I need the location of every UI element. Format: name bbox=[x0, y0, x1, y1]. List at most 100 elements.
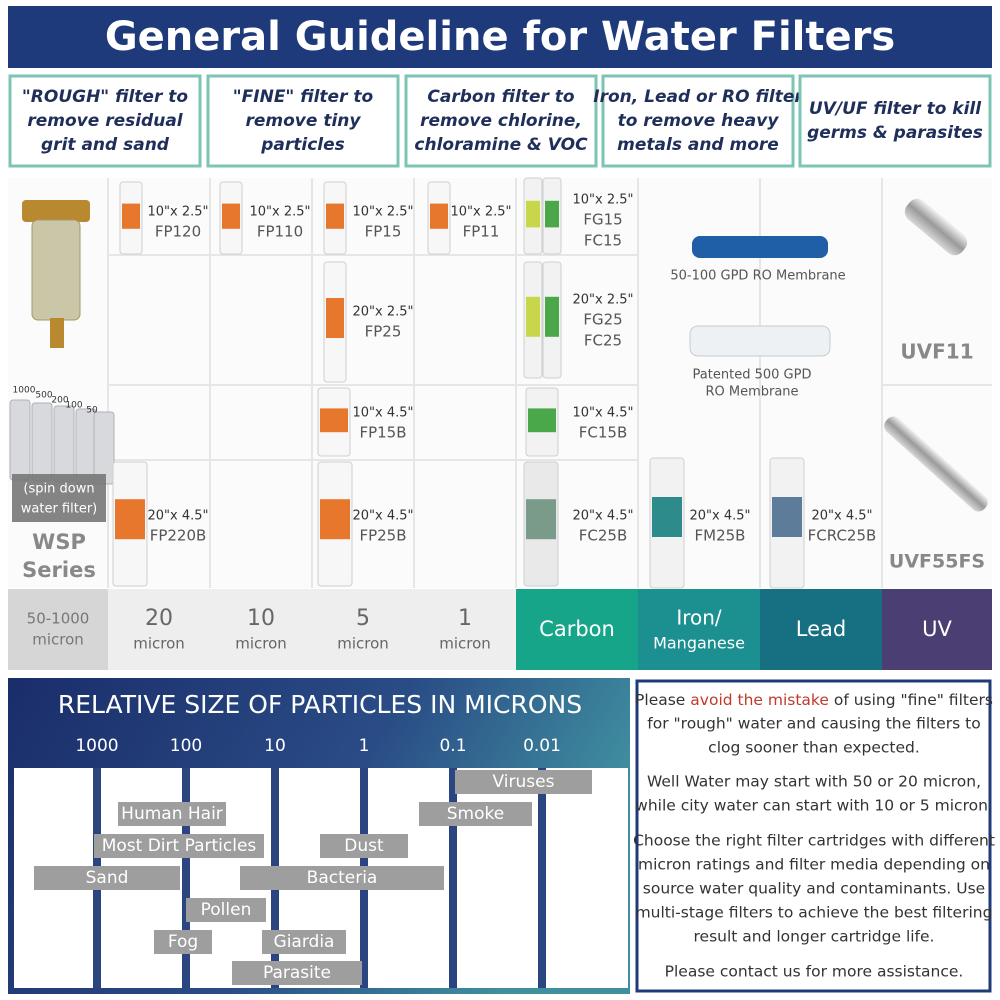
filter-model: FP11 bbox=[463, 223, 500, 241]
particle-name: Giardia bbox=[274, 932, 335, 952]
filter-size: 10"x 4.5" bbox=[352, 406, 413, 421]
category-text: "FINE" filter to bbox=[233, 87, 374, 107]
particle-range bbox=[186, 898, 266, 922]
scale-label: 1000 bbox=[75, 736, 118, 756]
cartridge-label bbox=[122, 203, 140, 229]
cartridge-label bbox=[320, 408, 348, 433]
screen-filter bbox=[9, 399, 31, 481]
category-text: germs & parasites bbox=[807, 123, 983, 143]
particle-range bbox=[455, 770, 592, 794]
filter-model: FC15B bbox=[579, 424, 627, 442]
filter-model: FC15 bbox=[584, 232, 622, 250]
category-text: Iron, Lead or RO filter bbox=[593, 87, 804, 107]
cartridge-label bbox=[326, 298, 344, 338]
filter-model: FG15 bbox=[583, 211, 622, 229]
filter-model: FP120 bbox=[155, 223, 201, 241]
filter-size: 10"x 2.5" bbox=[147, 205, 208, 220]
membrane-text: 50-100 GPD RO Membrane bbox=[670, 269, 845, 284]
category-text: remove chlorine, bbox=[420, 111, 582, 131]
note-line: clog sooner than expected. bbox=[708, 739, 920, 757]
category-text: "ROUGH" filter to bbox=[22, 87, 188, 107]
filter-size: 10"x 2.5" bbox=[572, 193, 633, 208]
filter-model: FP15 bbox=[365, 223, 402, 241]
cartridge-label bbox=[326, 203, 344, 229]
filter-model: FC25B bbox=[579, 527, 627, 545]
particle-name: Pollen bbox=[201, 900, 252, 920]
rating-label: Carbon bbox=[539, 617, 615, 641]
membrane-text: Patented 500 GPD bbox=[693, 368, 812, 383]
cartridge-label bbox=[320, 499, 350, 540]
note-line: Choose the right filter cartridges with … bbox=[633, 832, 995, 850]
category-text: remove tiny bbox=[246, 111, 362, 131]
category-box bbox=[404, 74, 598, 168]
rating-cell bbox=[414, 589, 516, 670]
ro-membrane bbox=[692, 236, 828, 258]
cartridge-label bbox=[115, 499, 145, 540]
particle-name: Smoke bbox=[447, 804, 504, 824]
screen-size: 100 bbox=[65, 401, 82, 411]
screen-filter bbox=[75, 408, 97, 485]
filter-model: FCRC25B bbox=[808, 527, 877, 545]
wsp-name: WSP bbox=[32, 530, 86, 554]
filter-model: FC25 bbox=[584, 332, 622, 350]
filter-model: FG25 bbox=[583, 311, 622, 329]
membrane-text: RO Membrane bbox=[705, 385, 798, 400]
rating-unit: micron bbox=[235, 635, 287, 653]
uv-sterilizer bbox=[904, 198, 968, 256]
cartridge-label bbox=[430, 203, 448, 229]
rating-label: UV bbox=[922, 617, 952, 641]
wsp-note: (spin down bbox=[23, 482, 94, 497]
note-line: result and longer cartridge life. bbox=[694, 928, 935, 946]
filter-size: 10"x 2.5" bbox=[249, 205, 310, 220]
screen-size: 1000 bbox=[13, 386, 36, 396]
note-segment: of using "fine" filters bbox=[829, 691, 993, 709]
particle-range bbox=[94, 834, 264, 858]
particle-name: Viruses bbox=[493, 772, 555, 792]
filter-size: 20"x 4.5" bbox=[689, 509, 750, 524]
rating-cell bbox=[760, 589, 882, 670]
rating-cell bbox=[210, 589, 312, 670]
category-text: grit and sand bbox=[41, 135, 170, 155]
title: General Guideline for Water Filters bbox=[105, 14, 895, 60]
scale-divider bbox=[538, 768, 546, 988]
category-text: Carbon filter to bbox=[427, 87, 574, 107]
wsp-name: Series bbox=[22, 558, 96, 582]
uv-model: UVF11 bbox=[900, 340, 973, 364]
screen-filter bbox=[53, 405, 75, 483]
note-line: Please contact us for more assistance. bbox=[665, 963, 964, 981]
rating-value: 50-1000 bbox=[27, 610, 90, 628]
rating-unit: micron bbox=[337, 635, 389, 653]
rating-value: 10 bbox=[247, 606, 275, 631]
rating-label: Lead bbox=[796, 617, 846, 641]
note-box bbox=[12, 474, 106, 522]
title-bar bbox=[8, 6, 992, 68]
cartridge-label bbox=[526, 200, 540, 228]
cartridge-label bbox=[545, 296, 559, 337]
filter-size: 10"x 4.5" bbox=[572, 406, 633, 421]
wsp-note: water filter) bbox=[21, 502, 97, 517]
particle-name: Parasite bbox=[263, 963, 331, 983]
scale-label: 10 bbox=[264, 736, 286, 756]
filter-size: 20"x 4.5" bbox=[572, 509, 633, 524]
filter-size: 10"x 2.5" bbox=[352, 205, 413, 220]
category-box bbox=[206, 74, 400, 168]
cartridge-label bbox=[652, 497, 682, 537]
note-line: source water quality and contaminants. U… bbox=[643, 880, 985, 898]
particle-range bbox=[232, 961, 362, 985]
particle-name: Most Dirt Particles bbox=[102, 836, 257, 856]
filter-size: 20"x 4.5" bbox=[811, 509, 872, 524]
category-text: metals and more bbox=[617, 135, 779, 155]
housing-valve bbox=[50, 318, 64, 348]
note-line: Well Water may start with 50 or 20 micro… bbox=[647, 773, 981, 791]
cartridge-label bbox=[528, 408, 556, 433]
category-box bbox=[601, 74, 795, 168]
rating-cell bbox=[516, 589, 638, 670]
rating-cell bbox=[882, 589, 992, 670]
uv-model: UVF55FS bbox=[889, 551, 985, 573]
screen-size: 50 bbox=[86, 406, 98, 416]
ro-membrane bbox=[689, 325, 831, 357]
rating-unit: Manganese bbox=[653, 634, 745, 653]
particle-name: Human Hair bbox=[121, 804, 223, 824]
note-line: micron ratings and filter media dependin… bbox=[638, 856, 990, 874]
rating-value: 5 bbox=[356, 606, 370, 631]
